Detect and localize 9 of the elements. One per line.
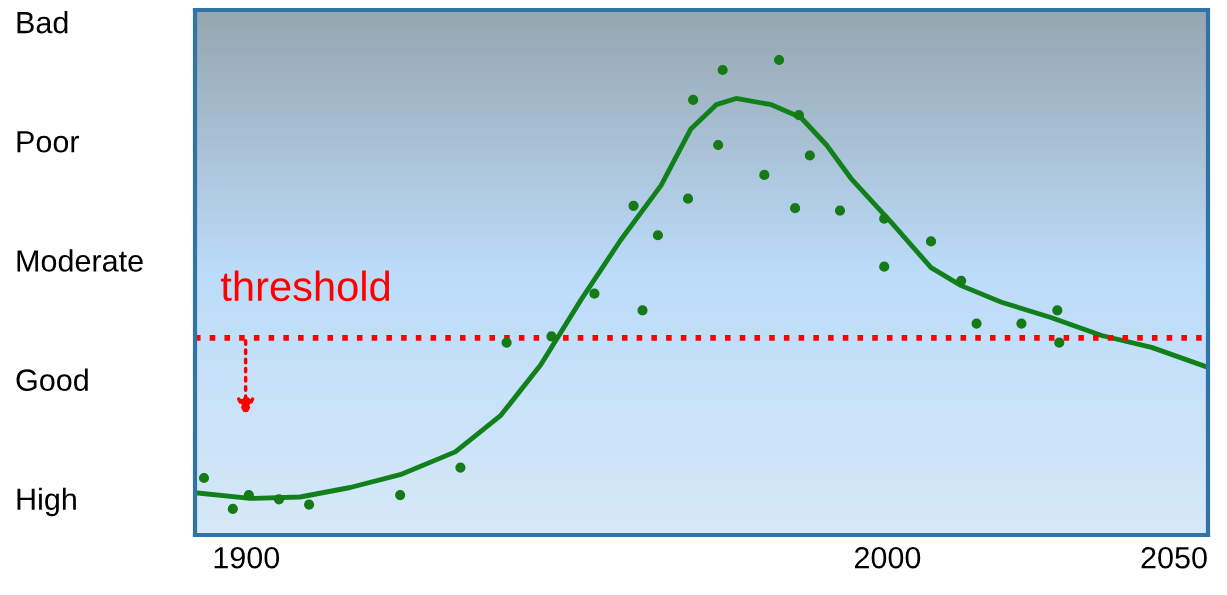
text: High (17, 487, 76, 517)
ref-line-label: threshold (220, 270, 390, 302)
x-tick-label: 1900 (214, 546, 280, 569)
text: Good (16, 368, 88, 391)
text: Poor (17, 131, 80, 153)
text: Bad (17, 10, 68, 34)
text: Moderate (17, 249, 143, 272)
x-tick-label: 2050 (1141, 546, 1207, 569)
x-tick-label: 2000 (854, 546, 921, 569)
